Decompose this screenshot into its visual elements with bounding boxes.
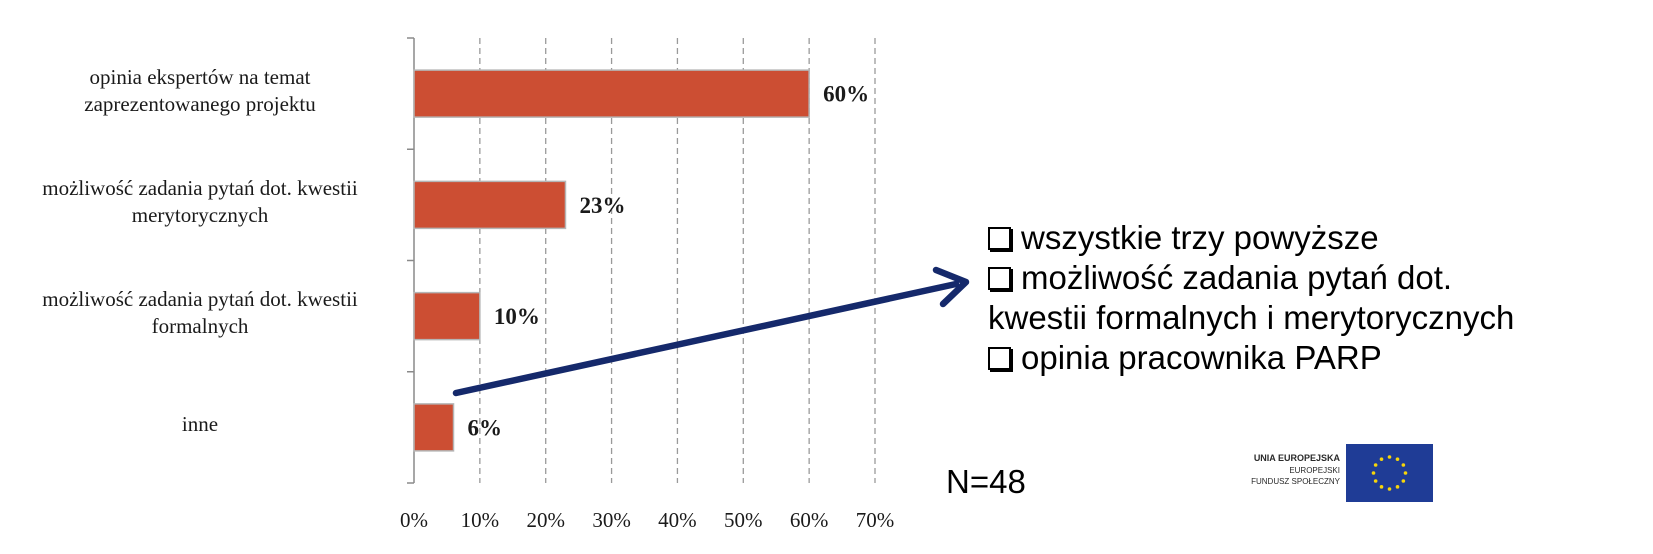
option-item: opinia pracownika PARP xyxy=(988,338,1648,378)
category-label: inne xyxy=(0,411,410,438)
arrow-head xyxy=(932,266,970,308)
flag-star xyxy=(1379,485,1384,489)
x-tick-label: 0% xyxy=(400,508,428,532)
data-label: 6% xyxy=(468,415,503,440)
flag-star xyxy=(1371,471,1376,475)
flag-star xyxy=(1373,479,1378,483)
flag-star xyxy=(1401,463,1406,467)
flag-star xyxy=(1373,463,1378,467)
flag-background xyxy=(1346,444,1433,502)
flag-star xyxy=(1387,487,1392,491)
eu-logo-line1: UNIA EUROPEJSKA xyxy=(1253,453,1340,463)
category-label: opinia ekspertów na temat zaprezentowaneg… xyxy=(0,64,410,118)
sample-size-label: N=48 xyxy=(946,463,1026,500)
category-label-line: inne xyxy=(181,411,219,436)
data-label: 23% xyxy=(579,193,625,218)
flag-star xyxy=(1387,455,1392,459)
category-label-line: zaprezentowanego projektu xyxy=(84,91,316,116)
eu-logo: UNIA EUROPEJSKA EUROPEJSKI FUNDUSZ SPOŁE… xyxy=(1215,444,1433,502)
flag-star xyxy=(1395,457,1400,461)
option-label: opinia pracownika PARP xyxy=(1021,339,1382,376)
eu-logo-line3: FUNDUSZ SPOŁECZNY xyxy=(1251,477,1340,486)
checkbox-icon xyxy=(988,267,1011,290)
x-tick-label: 20% xyxy=(526,508,565,532)
x-tick-label: 60% xyxy=(790,508,829,532)
flag-star xyxy=(1401,479,1406,483)
x-tick-label: 40% xyxy=(658,508,697,532)
arrow-shaft xyxy=(452,280,960,397)
option-item: wszystkie trzy powyższe xyxy=(988,218,1648,258)
answer-options-panel: wszystkie trzy powyższe możliwość zadani… xyxy=(988,218,1648,378)
x-tick-label: 10% xyxy=(461,508,500,532)
bar xyxy=(413,180,567,230)
data-label: 10% xyxy=(494,304,540,329)
bar xyxy=(413,69,810,118)
x-tick-label: 30% xyxy=(592,508,631,532)
option-item: możliwość zadania pytań dot. kwestii for… xyxy=(988,258,1648,338)
option-label: wszystkie trzy powyższe xyxy=(1021,219,1379,256)
eu-logo-line2: EUROPEJSKI xyxy=(1289,466,1340,475)
category-label-line: możliwość zadania pytań dot. kwestii xyxy=(42,175,358,200)
category-label-line: opinia ekspertów na temat xyxy=(89,64,311,89)
category-label: możliwość zadania pytań dot. kwestii form… xyxy=(0,286,410,340)
bar xyxy=(413,403,455,452)
flag-star xyxy=(1403,471,1408,475)
option-label: możliwość zadania pytań dot. kwestii for… xyxy=(988,259,1515,336)
category-label-line: merytorycznych xyxy=(131,202,269,227)
category-label-line: formalnych xyxy=(151,314,249,339)
bar xyxy=(413,291,481,341)
x-tick-label: 50% xyxy=(724,508,763,532)
data-label: 60% xyxy=(823,82,869,107)
eu-logo-text: UNIA EUROPEJSKA EUROPEJSKI FUNDUSZ SPOŁE… xyxy=(1215,452,1340,487)
x-tick-label: 70% xyxy=(856,508,895,532)
flag-star xyxy=(1379,457,1384,461)
eu-flag-icon xyxy=(1346,444,1433,502)
checkbox-icon xyxy=(988,227,1011,250)
category-label: możliwość zadania pytań dot. kwestii mery… xyxy=(0,175,410,229)
checkbox-icon xyxy=(988,347,1011,370)
category-label-line: możliwość zadania pytań dot. kwestii xyxy=(42,287,358,312)
flag-star xyxy=(1395,485,1400,489)
